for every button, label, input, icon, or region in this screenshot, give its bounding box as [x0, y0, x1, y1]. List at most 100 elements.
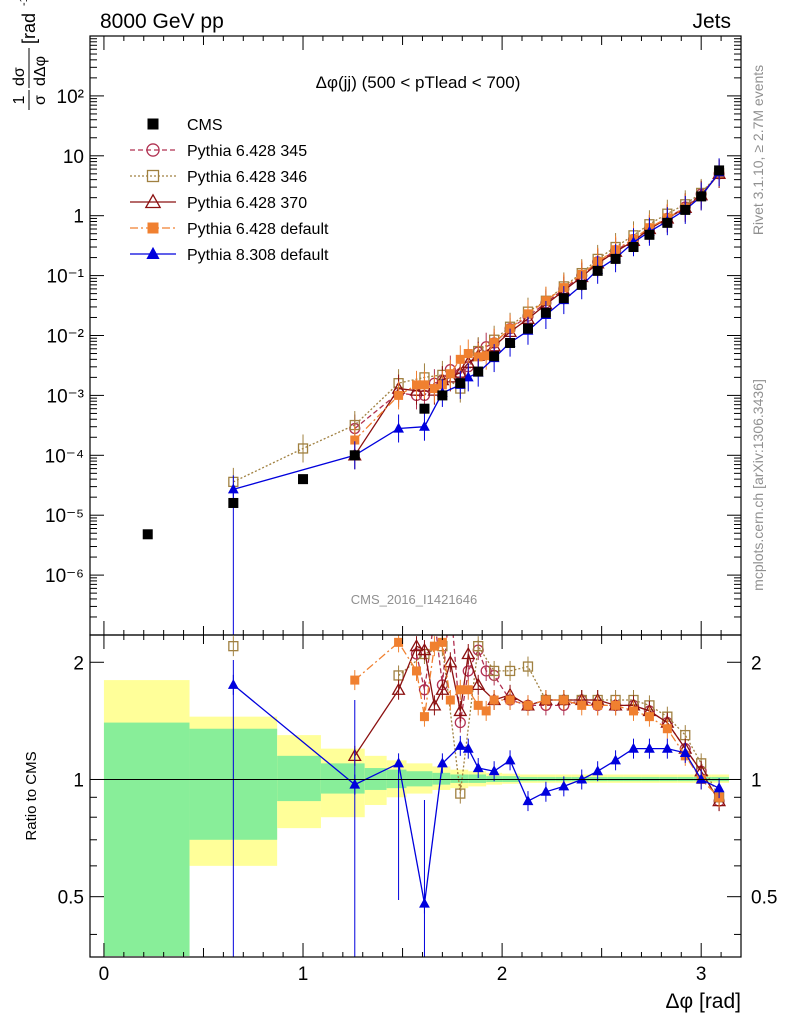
ratio-point — [463, 685, 473, 695]
data-point — [610, 253, 621, 264]
ratio-point — [592, 765, 604, 776]
legend-marker — [146, 246, 160, 259]
ratio-point — [473, 700, 483, 710]
ratio-tick-label-left: 0.5 — [58, 888, 84, 909]
ratio-point — [662, 724, 672, 734]
series-point — [393, 422, 404, 433]
series-point — [489, 338, 499, 348]
legend-marker — [147, 118, 159, 130]
svg-text:dΔφ: dΔφ — [32, 56, 49, 86]
chart-axes: 0 1 2 3 10⁻⁶ 10⁻⁵ 10⁻⁴ 10⁻³ 10⁻² 10⁻¹ 1 10 10² 0.5 0.5… — [45, 35, 777, 985]
ratio-point — [350, 675, 360, 685]
svg-text:dσ: dσ — [11, 67, 28, 86]
x-tick-label: 3 — [696, 964, 707, 985]
chart-series — [90, 158, 741, 957]
ratio-tick-label-right: 2 — [751, 653, 762, 674]
series-point — [523, 309, 533, 319]
data-point — [455, 378, 466, 389]
series-point — [429, 384, 439, 394]
data-point — [522, 323, 533, 334]
x-tick-label: 2 — [497, 964, 508, 985]
legend-marker — [147, 222, 159, 234]
data-point — [298, 474, 309, 485]
ratio-point — [504, 665, 516, 677]
series-point — [455, 354, 465, 364]
data-point — [540, 307, 551, 318]
x-axis-label: Δφ [rad] — [666, 990, 742, 1013]
series-point — [297, 443, 309, 454]
ratio-point — [472, 762, 484, 773]
y-tick-label: 10⁻³ — [47, 386, 85, 407]
legend-marker — [146, 143, 160, 157]
ratio-point — [427, 698, 442, 711]
data-point — [576, 279, 587, 290]
series-point — [541, 296, 551, 306]
data-point — [662, 217, 673, 228]
ratio-point — [418, 684, 431, 696]
ratio-point — [481, 706, 491, 716]
ratio-point — [679, 747, 691, 757]
ratio-point — [455, 788, 466, 799]
ratio-point — [417, 642, 432, 656]
data-point — [349, 450, 360, 461]
ratio-point — [471, 677, 486, 690]
legend-label: Pythia 6.428 default — [187, 221, 329, 238]
ratio-point — [593, 700, 603, 710]
data-point — [680, 204, 691, 215]
header-left: 8000 GeV pp — [100, 10, 224, 33]
legend-label: Pythia 6.428 346 — [187, 169, 307, 186]
ratio-point — [628, 706, 638, 716]
series-point — [419, 380, 429, 390]
ratio-point — [411, 666, 421, 676]
ratio-point — [695, 773, 707, 784]
ratio-point — [429, 641, 439, 651]
ratio-tick-label-left: 1 — [73, 770, 84, 791]
series-point — [463, 349, 473, 359]
ratio-uncertainty-bands — [103, 680, 730, 956]
ratio-point — [435, 682, 450, 695]
data-point — [142, 529, 153, 540]
series-point — [473, 352, 483, 362]
y-tick-label: 10⁻⁴ — [45, 446, 84, 467]
series-point — [419, 420, 430, 431]
ratio-tick-label-right: 1 — [751, 770, 762, 791]
data-point — [489, 351, 500, 362]
ratio-point — [394, 637, 404, 647]
ratio-point — [661, 742, 673, 753]
ratio-point — [610, 754, 621, 765]
ratio-point — [391, 682, 406, 695]
data-point — [505, 337, 516, 348]
legend-label: Pythia 6.428 370 — [187, 195, 307, 212]
ratio-point — [453, 703, 468, 717]
svg-text:-1: -1 — [18, 0, 30, 6]
data-point — [473, 366, 484, 377]
ratio-line-4 — [232, 684, 720, 904]
ratio-tick-label-left: 2 — [73, 653, 84, 674]
ratio-point — [541, 695, 551, 705]
ratio-point — [228, 641, 239, 652]
ratio-band-green — [468, 774, 487, 783]
mcplots-label: mcplots.cern.ch [arXiv:1306.3436] — [750, 379, 766, 591]
ratio-point — [576, 773, 588, 784]
ratio-point — [436, 757, 448, 768]
ratio-point — [488, 765, 500, 776]
data-point — [714, 165, 725, 176]
y-tick-label: 10 — [63, 147, 84, 168]
y-tick-label: 10⁻² — [47, 327, 85, 348]
ratio-point — [455, 685, 465, 695]
ratio-point — [443, 655, 458, 668]
data-point — [558, 293, 569, 304]
y-tick-label: 1 — [73, 207, 84, 228]
ratio-point — [559, 695, 569, 705]
data-point — [228, 497, 239, 508]
ratio-point — [461, 646, 476, 660]
legend-marker — [144, 193, 162, 209]
ratio-point — [445, 695, 455, 705]
ratio-point — [437, 637, 447, 647]
ratio-point — [611, 700, 621, 710]
data-point — [696, 191, 707, 202]
series-point — [350, 435, 360, 445]
ratio-point — [644, 742, 655, 753]
y-tick-label: 10⁻⁵ — [45, 506, 84, 527]
